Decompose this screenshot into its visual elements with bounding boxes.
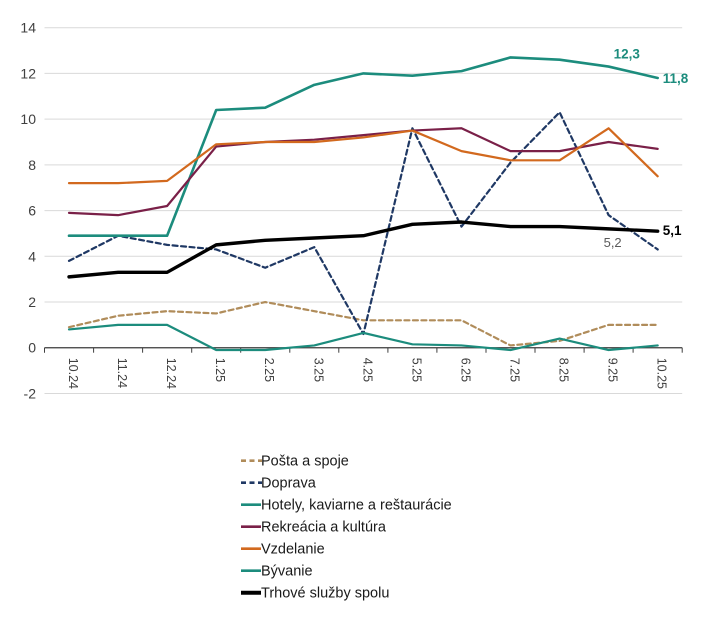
svg-text:7.25: 7.25	[508, 358, 522, 382]
svg-text:5,1: 5,1	[663, 223, 682, 238]
svg-text:14: 14	[20, 20, 36, 36]
svg-text:12: 12	[20, 65, 36, 81]
svg-text:6: 6	[28, 203, 36, 219]
svg-text:2: 2	[28, 294, 36, 310]
svg-text:4: 4	[28, 248, 36, 264]
svg-text:12,3: 12,3	[614, 47, 641, 62]
svg-text:10.24: 10.24	[66, 358, 80, 389]
svg-text:-2: -2	[24, 385, 37, 401]
svg-text:8: 8	[28, 157, 36, 173]
svg-text:5,2: 5,2	[604, 235, 622, 250]
svg-text:11.24: 11.24	[115, 358, 129, 388]
svg-text:9.25: 9.25	[606, 358, 620, 382]
svg-text:11,8: 11,8	[663, 71, 689, 86]
svg-text:10: 10	[20, 111, 36, 127]
svg-text:3.25: 3.25	[311, 358, 325, 382]
svg-text:0: 0	[28, 340, 36, 356]
svg-text:Hotely, kaviarne a reštaurácie: Hotely, kaviarne a reštaurácie	[261, 498, 452, 514]
svg-text:12.24: 12.24	[164, 358, 178, 389]
svg-text:Rekreácia a kultúra: Rekreácia a kultúra	[261, 520, 387, 536]
svg-text:1.25: 1.25	[213, 358, 227, 382]
svg-text:8.25: 8.25	[557, 358, 571, 382]
svg-text:Doprava: Doprava	[261, 476, 317, 492]
svg-text:4.25: 4.25	[360, 358, 374, 382]
svg-text:10.25: 10.25	[655, 358, 669, 389]
svg-text:Pošta a spoje: Pošta a spoje	[261, 454, 349, 470]
svg-text:Bývanie: Bývanie	[261, 564, 313, 580]
svg-text:5.25: 5.25	[409, 358, 423, 382]
svg-text:Vzdelanie: Vzdelanie	[261, 542, 325, 558]
svg-text:2.25: 2.25	[262, 358, 276, 382]
svg-text:Trhové služby spolu: Trhové služby spolu	[261, 586, 389, 602]
svg-text:6.25: 6.25	[459, 358, 473, 382]
